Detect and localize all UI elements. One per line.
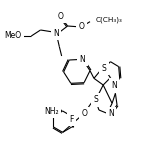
- Text: N: N: [79, 55, 85, 64]
- Text: S: S: [93, 95, 98, 105]
- Text: C(CH₃)₃: C(CH₃)₃: [96, 17, 123, 23]
- Text: F: F: [70, 114, 74, 123]
- Text: O: O: [58, 12, 64, 21]
- Text: N: N: [53, 29, 59, 38]
- Text: N: N: [108, 109, 114, 118]
- Text: N: N: [111, 81, 117, 90]
- Text: S: S: [102, 64, 106, 73]
- Text: O: O: [81, 109, 87, 118]
- Text: O: O: [78, 22, 84, 31]
- Text: MeO: MeO: [4, 31, 21, 40]
- Text: NH₂: NH₂: [44, 107, 59, 116]
